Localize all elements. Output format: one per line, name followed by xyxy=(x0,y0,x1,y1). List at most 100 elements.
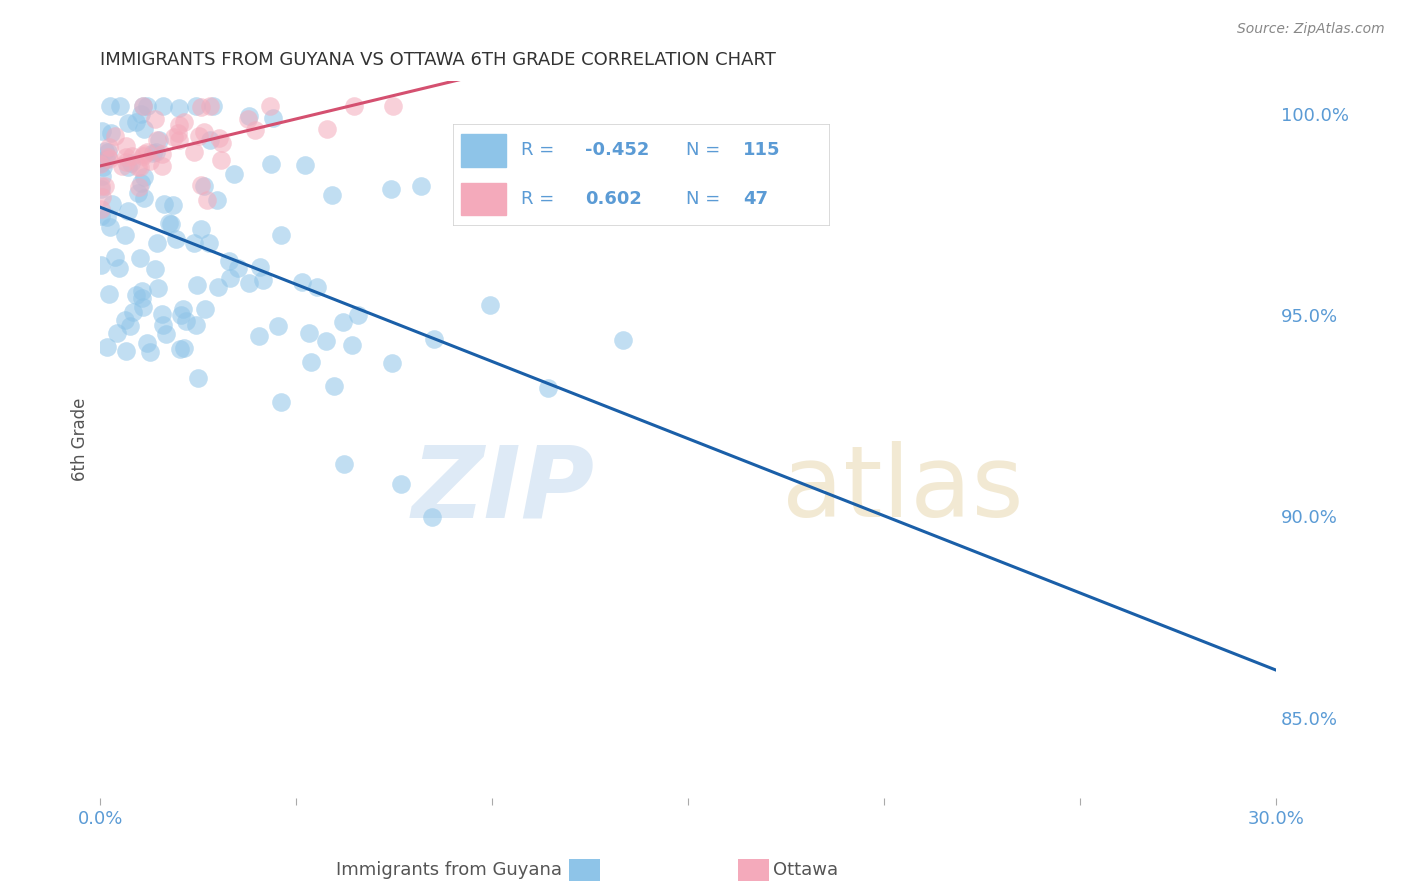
Point xyxy=(322,378,344,392)
Point xyxy=(183,235,205,250)
Point xyxy=(97,145,120,160)
Point xyxy=(270,228,292,243)
Point xyxy=(125,115,148,129)
Point xyxy=(381,98,404,112)
Point xyxy=(267,319,290,334)
Point xyxy=(208,131,231,145)
Point xyxy=(148,133,170,147)
Point xyxy=(98,219,121,234)
Point xyxy=(247,328,270,343)
Point xyxy=(146,235,169,250)
Point xyxy=(152,307,174,321)
Text: ZIP: ZIP xyxy=(411,442,595,539)
Point xyxy=(252,273,274,287)
Point xyxy=(91,190,114,204)
Point xyxy=(200,98,222,112)
Point xyxy=(186,371,208,385)
Point xyxy=(97,287,120,301)
Point xyxy=(139,345,162,359)
Point xyxy=(90,124,112,138)
Point xyxy=(115,150,138,164)
Point xyxy=(108,98,131,112)
Point xyxy=(380,182,402,196)
Point xyxy=(114,312,136,326)
Point xyxy=(96,210,118,224)
Point xyxy=(97,150,120,164)
Point xyxy=(91,169,114,183)
Point xyxy=(114,227,136,242)
Point xyxy=(249,260,271,275)
Point xyxy=(380,356,402,370)
Point xyxy=(115,344,138,359)
Point xyxy=(170,308,193,322)
Point xyxy=(343,98,366,112)
Point xyxy=(298,326,321,340)
Point xyxy=(127,160,149,174)
Point xyxy=(236,112,259,127)
Point xyxy=(155,327,177,342)
Point xyxy=(332,315,354,329)
Point xyxy=(262,111,284,125)
Point xyxy=(132,300,155,314)
Point xyxy=(132,122,155,136)
Point xyxy=(347,309,370,323)
Point xyxy=(218,253,240,268)
Point xyxy=(315,122,337,136)
Point xyxy=(121,304,143,318)
Point xyxy=(115,139,138,153)
Point xyxy=(537,381,560,395)
Point xyxy=(152,318,174,332)
Point xyxy=(423,332,446,346)
Point xyxy=(117,160,139,174)
Point xyxy=(129,176,152,190)
Point xyxy=(104,250,127,264)
Point xyxy=(111,159,134,173)
Point xyxy=(173,341,195,355)
Point xyxy=(145,145,167,159)
Point xyxy=(243,122,266,136)
Point xyxy=(143,112,166,126)
Point xyxy=(195,194,218,208)
Point xyxy=(152,98,174,112)
Point xyxy=(190,100,212,114)
Point xyxy=(101,197,124,211)
Point xyxy=(117,203,139,218)
Point xyxy=(211,136,233,150)
Point xyxy=(202,98,225,112)
Text: atlas: atlas xyxy=(782,442,1024,539)
Point xyxy=(219,271,242,285)
Point xyxy=(260,157,283,171)
Point xyxy=(121,148,143,162)
Point xyxy=(150,159,173,173)
Point xyxy=(132,146,155,161)
Point xyxy=(132,99,155,113)
Point xyxy=(131,291,153,305)
Point xyxy=(125,288,148,302)
Point xyxy=(108,261,131,276)
Point xyxy=(131,98,153,112)
Point xyxy=(194,301,217,316)
Point xyxy=(131,149,153,163)
Point xyxy=(163,129,186,144)
Point xyxy=(90,156,112,170)
Point xyxy=(132,170,155,185)
Point xyxy=(186,278,208,293)
Point xyxy=(315,334,337,349)
Point xyxy=(134,191,156,205)
Point xyxy=(291,275,314,289)
Point xyxy=(128,160,150,174)
Point xyxy=(139,153,162,168)
Point xyxy=(172,301,194,316)
Point xyxy=(226,260,249,275)
Point xyxy=(129,252,152,266)
Point xyxy=(135,98,157,112)
Point xyxy=(89,157,111,171)
Point xyxy=(96,340,118,354)
Point xyxy=(305,279,328,293)
Point xyxy=(90,182,112,196)
Point xyxy=(190,222,212,236)
Point xyxy=(270,395,292,409)
Point xyxy=(205,193,228,207)
Point xyxy=(238,277,260,291)
Point xyxy=(612,334,634,348)
